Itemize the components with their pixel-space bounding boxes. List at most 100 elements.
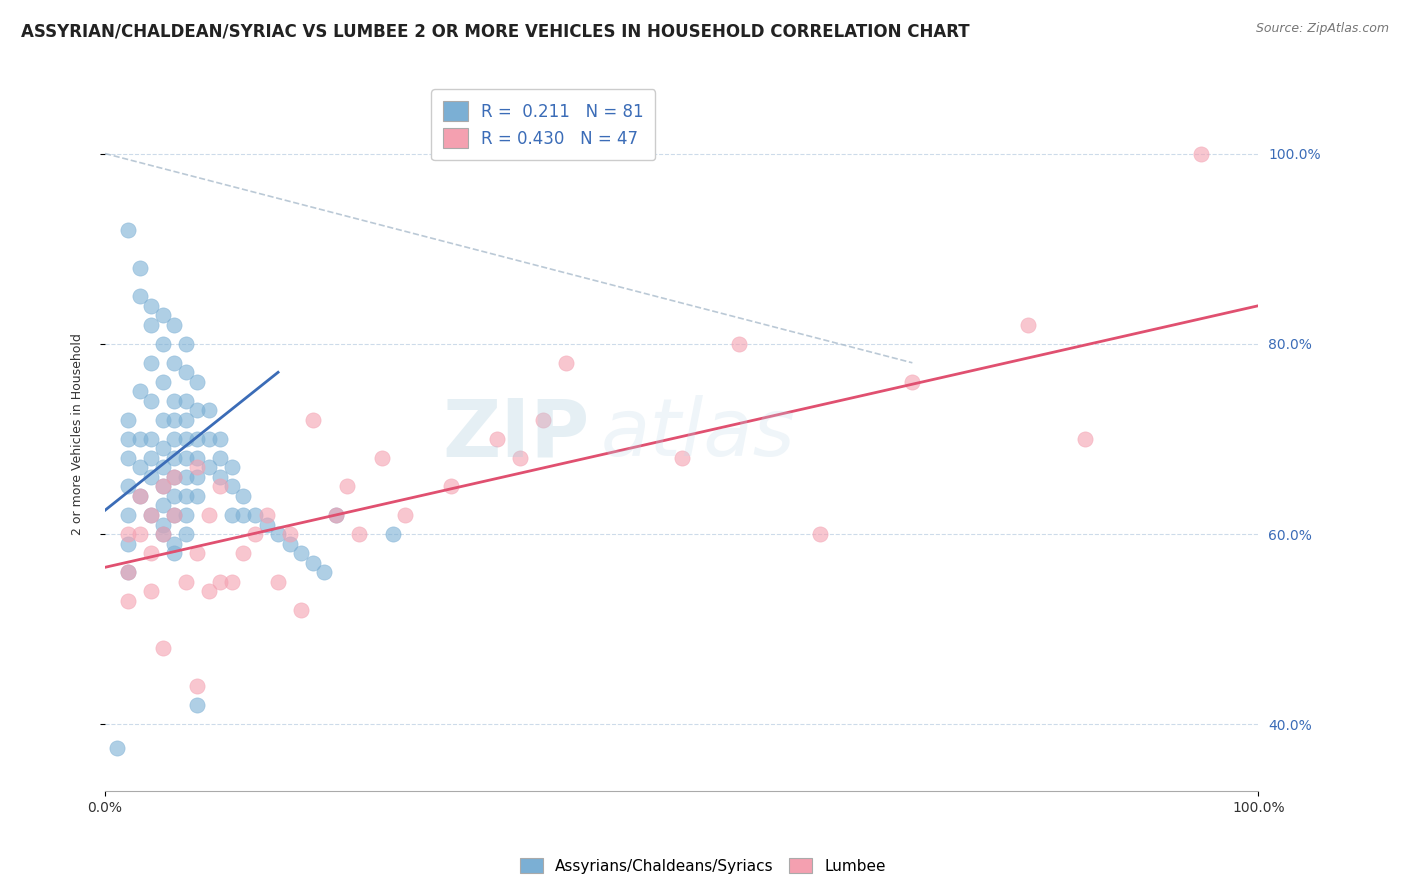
Point	[152, 336, 174, 351]
Point	[267, 574, 290, 589]
Point	[174, 365, 197, 379]
Point	[128, 489, 150, 503]
Point	[141, 318, 163, 332]
Point	[290, 603, 312, 617]
Point	[117, 565, 139, 579]
Point	[186, 450, 208, 465]
Point	[186, 470, 208, 484]
Point	[163, 508, 186, 522]
Point	[198, 508, 221, 522]
Point	[531, 413, 554, 427]
Point	[256, 517, 278, 532]
Point	[141, 470, 163, 484]
Point	[209, 432, 232, 446]
Point	[209, 470, 232, 484]
Point	[232, 546, 254, 560]
Point	[141, 450, 163, 465]
Point	[243, 508, 266, 522]
Point	[174, 508, 197, 522]
Legend: Assyrians/Chaldeans/Syriacs, Lumbee: Assyrians/Chaldeans/Syriacs, Lumbee	[515, 852, 891, 880]
Point	[141, 299, 163, 313]
Point	[901, 375, 924, 389]
Point	[141, 584, 163, 599]
Point	[728, 336, 751, 351]
Point	[152, 641, 174, 656]
Point	[128, 460, 150, 475]
Point	[117, 413, 139, 427]
Point	[186, 432, 208, 446]
Point	[105, 741, 128, 756]
Point	[232, 489, 254, 503]
Point	[163, 413, 186, 427]
Point	[128, 432, 150, 446]
Point	[267, 527, 290, 541]
Point	[117, 536, 139, 550]
Point	[105, 860, 128, 874]
Point	[808, 527, 831, 541]
Point	[1074, 432, 1097, 446]
Point	[141, 356, 163, 370]
Point	[141, 546, 163, 560]
Point	[117, 565, 139, 579]
Point	[209, 574, 232, 589]
Point	[174, 450, 197, 465]
Point	[128, 384, 150, 399]
Point	[128, 527, 150, 541]
Text: atlas: atlas	[600, 395, 796, 473]
Point	[141, 393, 163, 408]
Point	[141, 508, 163, 522]
Point	[174, 489, 197, 503]
Point	[671, 450, 693, 465]
Point	[152, 527, 174, 541]
Point	[163, 508, 186, 522]
Point	[174, 574, 197, 589]
Point	[174, 336, 197, 351]
Point	[163, 356, 186, 370]
Point	[163, 318, 186, 332]
Point	[152, 442, 174, 456]
Text: Source: ZipAtlas.com: Source: ZipAtlas.com	[1256, 22, 1389, 36]
Point	[232, 508, 254, 522]
Point	[141, 432, 163, 446]
Point	[152, 413, 174, 427]
Point	[163, 536, 186, 550]
Point	[163, 470, 186, 484]
Point	[152, 499, 174, 513]
Point	[301, 556, 323, 570]
Point	[117, 479, 139, 493]
Point	[174, 527, 197, 541]
Point	[278, 536, 301, 550]
Point	[186, 489, 208, 503]
Point	[221, 508, 243, 522]
Text: ASSYRIAN/CHALDEAN/SYRIAC VS LUMBEE 2 OR MORE VEHICLES IN HOUSEHOLD CORRELATION C: ASSYRIAN/CHALDEAN/SYRIAC VS LUMBEE 2 OR …	[21, 22, 970, 40]
Point	[117, 222, 139, 236]
Point	[152, 527, 174, 541]
Point	[221, 574, 243, 589]
Point	[278, 527, 301, 541]
Point	[163, 470, 186, 484]
Point	[128, 289, 150, 303]
Point	[163, 546, 186, 560]
Point	[163, 489, 186, 503]
Point	[174, 393, 197, 408]
Point	[128, 489, 150, 503]
Point	[1189, 146, 1212, 161]
Point	[301, 413, 323, 427]
Point	[163, 450, 186, 465]
Point	[486, 432, 509, 446]
Point	[186, 546, 208, 560]
Point	[325, 508, 347, 522]
Point	[325, 508, 347, 522]
Point	[394, 508, 416, 522]
Point	[152, 308, 174, 322]
Point	[186, 679, 208, 693]
Point	[128, 260, 150, 275]
Point	[371, 450, 394, 465]
Point	[509, 450, 531, 465]
Point	[1017, 318, 1039, 332]
Point	[440, 479, 463, 493]
Point	[198, 460, 221, 475]
Point	[163, 393, 186, 408]
Point	[243, 527, 266, 541]
Point	[198, 432, 221, 446]
